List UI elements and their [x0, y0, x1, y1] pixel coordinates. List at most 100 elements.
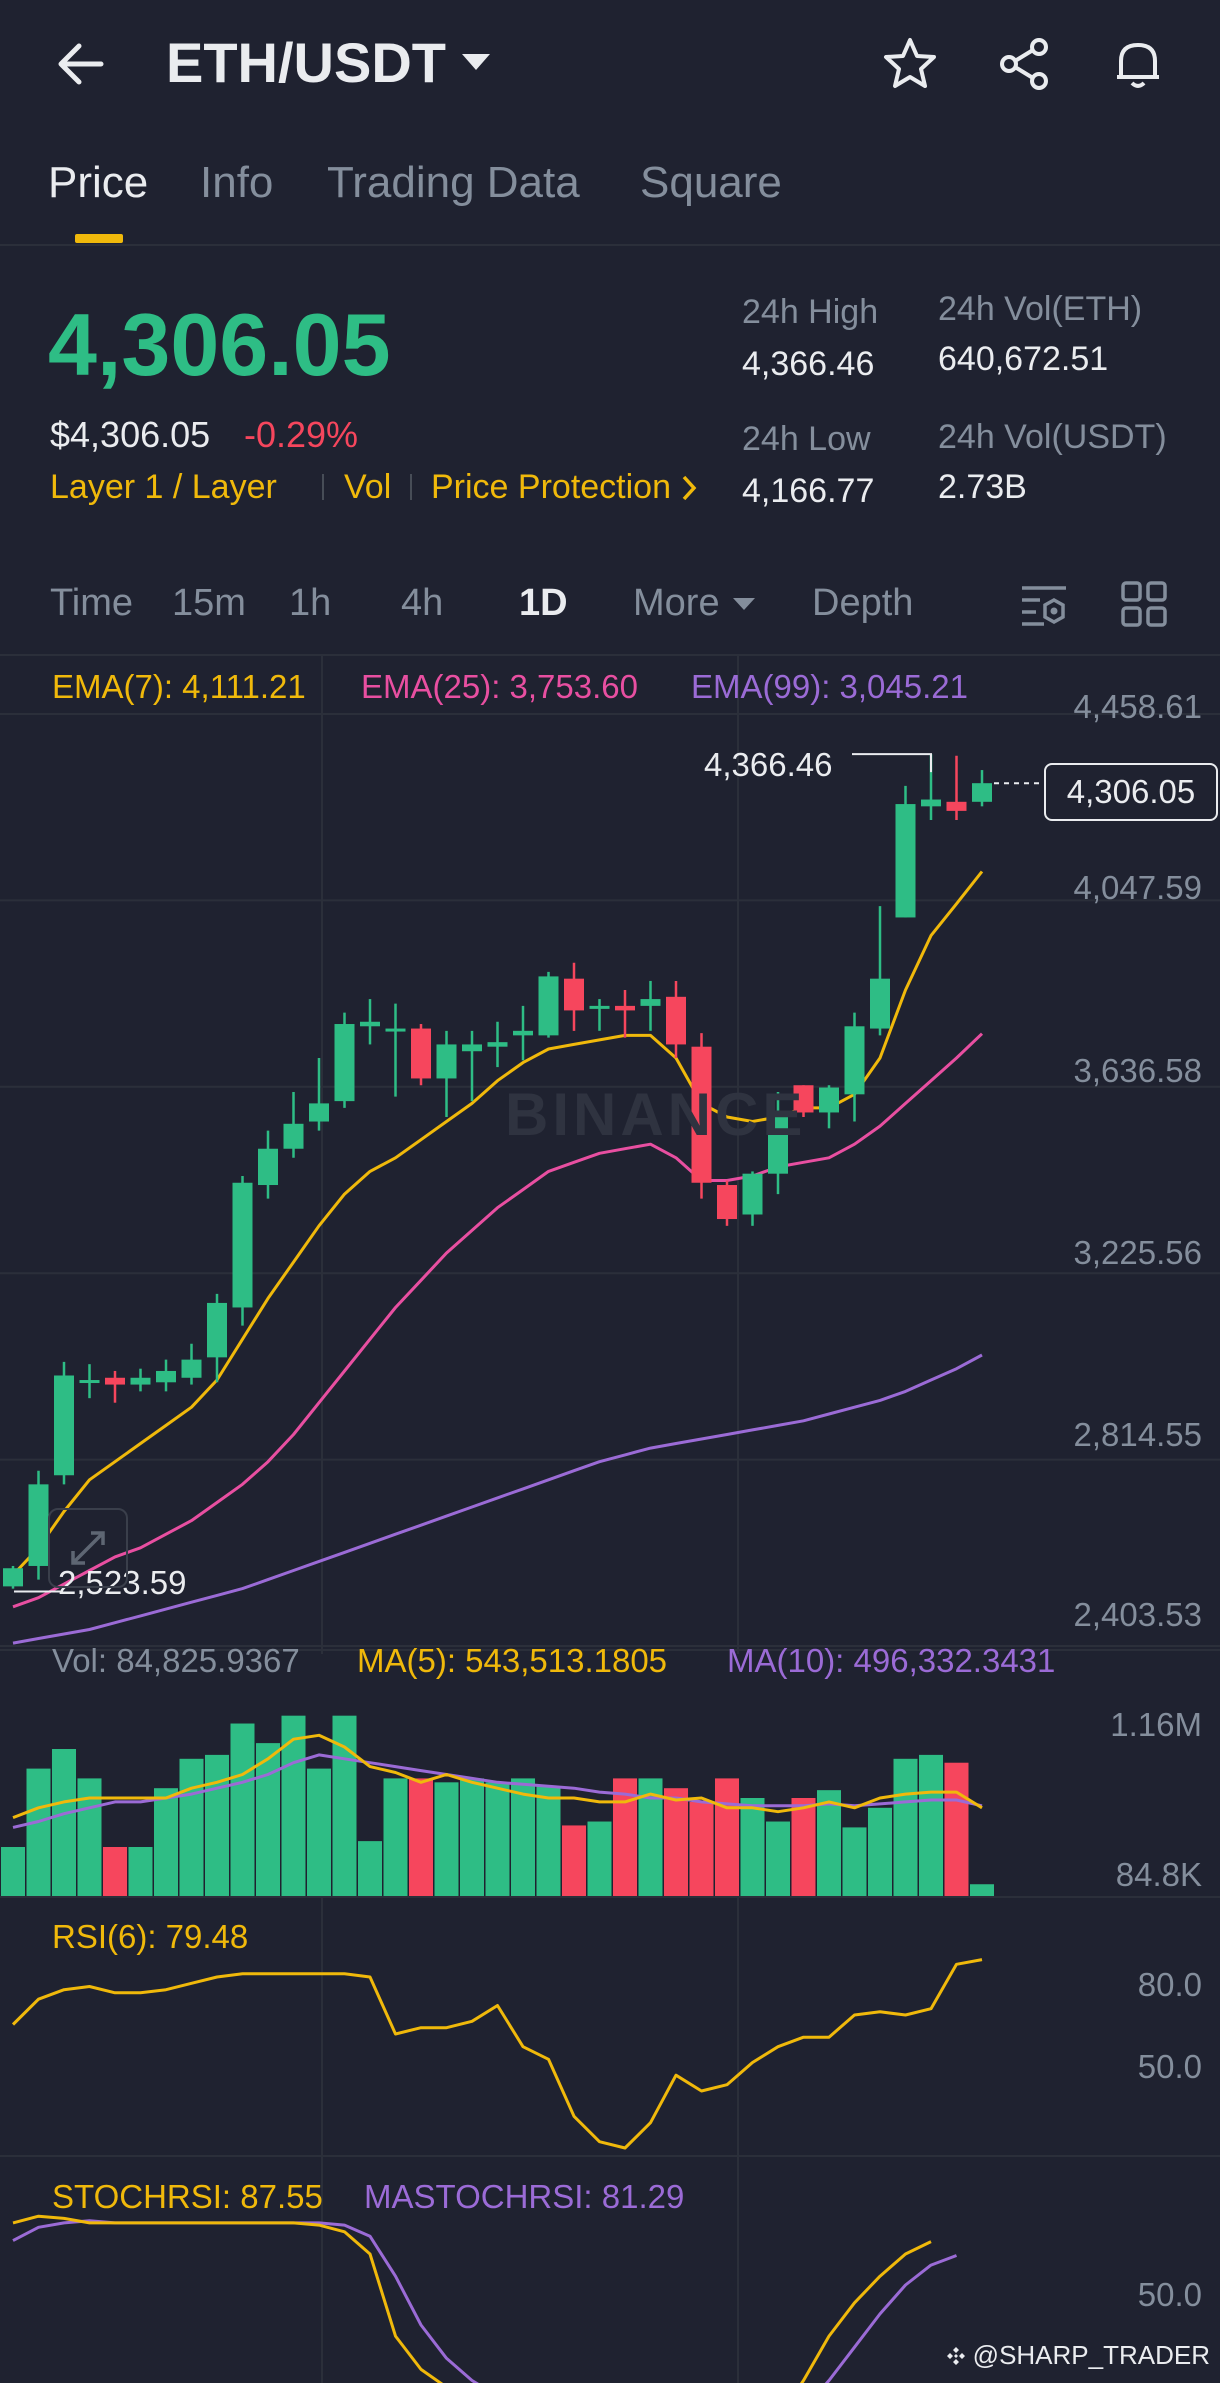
- tab-price[interactable]: Price: [48, 158, 149, 207]
- last-price-tag: 4,306.05: [1044, 763, 1218, 821]
- candle-body: [666, 996, 686, 1045]
- candle-body: [207, 1302, 227, 1358]
- usd-price: $4,306.05: [50, 414, 211, 455]
- expand-chart-button[interactable]: [48, 1508, 128, 1588]
- timeframe-time[interactable]: Time: [50, 582, 134, 624]
- volume-bar: [664, 1788, 688, 1896]
- candle-body: [436, 1044, 457, 1079]
- high-label: 24h High: [742, 293, 879, 331]
- volume-bar: [409, 1778, 433, 1896]
- volume-bar: [536, 1786, 561, 1896]
- chevron-right-icon: [682, 475, 697, 500]
- ema25-legend: EMA(25): 3,753.60: [361, 668, 638, 705]
- volume-bar: [128, 1847, 153, 1896]
- watermark: BINANCE: [505, 1081, 807, 1148]
- candle-body: [360, 1021, 380, 1027]
- volume-bar: [893, 1758, 918, 1896]
- stochrsi-line: [12, 2214, 932, 2383]
- timeframe-more-label: More: [633, 582, 720, 624]
- volume-axis-top: 1.16M: [1110, 1706, 1202, 1743]
- candle-body: [564, 978, 584, 1011]
- candle-body: [768, 1114, 788, 1174]
- high-marker-line: [852, 753, 932, 773]
- volume-ma5-line: [12, 1733, 983, 1820]
- candle-body: [640, 999, 661, 1006]
- candle-body: [513, 1030, 533, 1036]
- volume-bar: [230, 1723, 255, 1896]
- candle-body: [3, 1568, 23, 1587]
- share-button[interactable]: [988, 28, 1060, 100]
- candle-body: [844, 1026, 865, 1095]
- pair-selector[interactable]: ETH/USDT: [166, 30, 492, 94]
- volume-bar: [842, 1827, 867, 1896]
- timeframe-4h[interactable]: 4h: [401, 582, 444, 624]
- candle-body: [28, 1484, 49, 1566]
- alert-button[interactable]: [1102, 28, 1174, 100]
- candle-body: [54, 1375, 74, 1476]
- back-button[interactable]: [45, 28, 117, 100]
- expand-icon: [71, 1531, 105, 1565]
- tab-trading-data[interactable]: Trading Data: [327, 158, 580, 207]
- timeframe-15m[interactable]: 15m: [172, 582, 246, 624]
- tag-vol[interactable]: Vol: [344, 468, 392, 506]
- tag-separator: [322, 474, 324, 500]
- candle-body: [487, 1042, 508, 1047]
- candle-body: [411, 1028, 431, 1079]
- timeframe-depth[interactable]: Depth: [812, 582, 914, 624]
- volume-axis-bottom: 84.8K: [1115, 1856, 1202, 1893]
- candle-body: [921, 799, 941, 807]
- candle-body: [181, 1359, 202, 1378]
- candle-body: [691, 1046, 712, 1183]
- timeframe-more[interactable]: More: [633, 582, 756, 625]
- stochrsi-legend: STOCHRSI: 87.55: [52, 2178, 323, 2215]
- candle-body: [79, 1380, 100, 1384]
- price-axis-label: 4,047.59: [1073, 869, 1202, 906]
- volume-chart: [0, 1715, 1220, 1898]
- candle-body: [105, 1377, 125, 1385]
- rsi-axis-label: 50.0: [1137, 2048, 1202, 2085]
- layout-button[interactable]: [1112, 572, 1176, 636]
- price-axis-label: 2,403.53: [1073, 1596, 1202, 1633]
- ema99-legend: EMA(99): 3,045.21: [691, 668, 968, 705]
- volume-bar: [587, 1821, 612, 1896]
- tab-square[interactable]: Square: [640, 158, 782, 207]
- volume-bar: [460, 1778, 484, 1896]
- candle-body: [334, 1024, 355, 1102]
- candle-body: [793, 1085, 814, 1113]
- volume-bar: [26, 1768, 51, 1896]
- volume-bar: [715, 1778, 739, 1896]
- candle-body: [309, 1103, 329, 1122]
- candle-body: [742, 1173, 763, 1215]
- volume-bar: [740, 1798, 765, 1896]
- timeframe-1h[interactable]: 1h: [289, 582, 332, 624]
- volume-bar: [307, 1768, 331, 1896]
- mastochrsi-legend: MASTOCHRSI: 81.29: [364, 2178, 685, 2215]
- low-value: 4,166.77: [742, 472, 875, 510]
- candlestick-chart[interactable]: [0, 654, 1220, 1654]
- tab-info[interactable]: Info: [200, 158, 274, 207]
- volume-bar: [944, 1762, 969, 1896]
- star-icon: [884, 38, 936, 88]
- pair-title: ETH/USDT: [166, 30, 446, 94]
- candle-body: [538, 976, 559, 1036]
- vol-eth-value: 640,672.51: [938, 340, 1109, 378]
- volume-bar: [205, 1754, 229, 1896]
- tag-separator: [410, 474, 412, 500]
- volume-bar: [77, 1778, 102, 1896]
- vol-usdt-value: 2.73B: [938, 468, 1027, 506]
- active-tab-indicator: [75, 234, 123, 243]
- volume-bar: [485, 1782, 510, 1896]
- candle-body: [615, 1005, 635, 1011]
- tag-price-protection[interactable]: Price Protection: [431, 468, 697, 507]
- ema25-line: [12, 1032, 984, 1609]
- stochrsi-chart: [12, 2156, 958, 2383]
- favorite-button[interactable]: [874, 28, 946, 100]
- tag-layer[interactable]: Layer 1 / Layer: [50, 468, 277, 506]
- timeframe-1d[interactable]: 1D: [519, 582, 568, 624]
- candle-body: [130, 1377, 151, 1385]
- rsi-chart: [0, 1898, 1220, 2157]
- ema7-legend: EMA(7): 4,111.21: [52, 668, 306, 705]
- indicator-settings-button[interactable]: [1012, 572, 1076, 636]
- price-axis-label: 4,458.61: [1073, 688, 1202, 725]
- volume-bar: [103, 1847, 127, 1896]
